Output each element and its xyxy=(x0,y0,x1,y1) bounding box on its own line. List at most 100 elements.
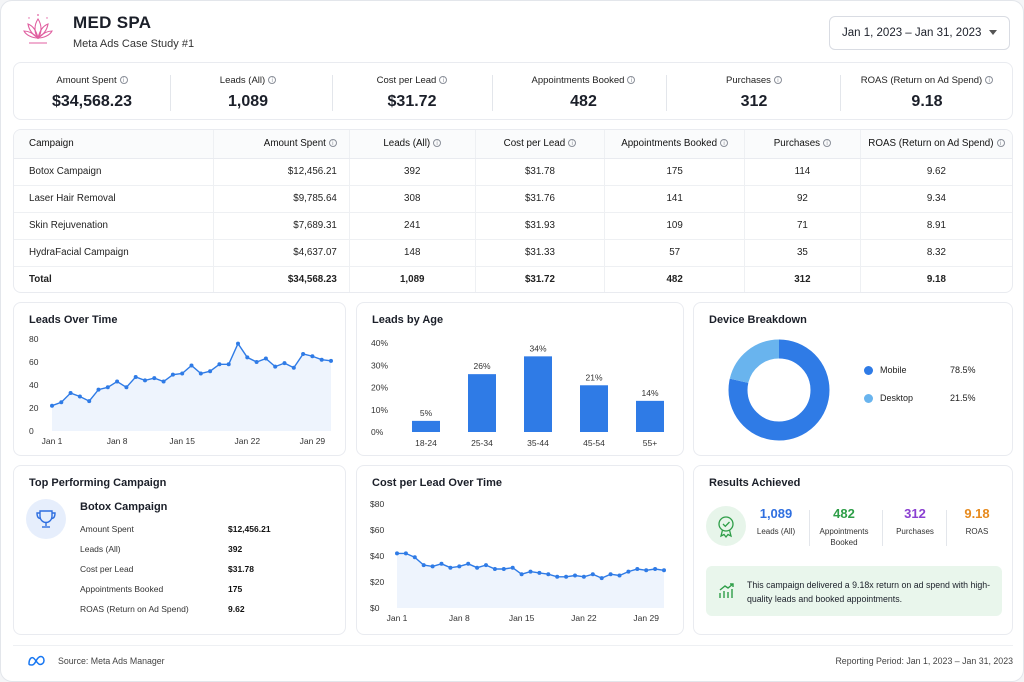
table-cell: HydraFacial Campaign xyxy=(14,239,215,267)
trending-up-icon xyxy=(719,583,734,598)
column-header[interactable]: Leads (All) i xyxy=(349,130,476,159)
results-note-text: This campaign delivered a 9.18x return o… xyxy=(747,580,991,604)
x-tick-label: 35-44 xyxy=(527,438,549,448)
kpi-purchases: Purchases i 312 xyxy=(666,63,842,121)
result-value: 482 xyxy=(833,506,855,521)
data-point xyxy=(254,360,259,364)
info-icon: i xyxy=(439,76,448,84)
data-point xyxy=(430,564,435,569)
column-header[interactable]: ROAS (Return on Ad Spend) i xyxy=(860,130,1012,159)
table-row[interactable]: Botox Campaign $12,456.21 392 $31.78 175… xyxy=(14,158,1012,186)
bar xyxy=(468,374,496,432)
data-point xyxy=(395,551,399,556)
data-point xyxy=(590,572,595,577)
table-cell: 9.34 xyxy=(860,185,1012,213)
table-cell: 175 xyxy=(604,158,746,186)
data-point xyxy=(519,572,524,577)
divider xyxy=(666,75,667,111)
data-label: 5% xyxy=(420,408,433,418)
table-cell: 8.32 xyxy=(860,239,1012,267)
cpl-over-time-card: Cost per Lead Over Time $0 $20 $40 $60 $80 Ja… xyxy=(356,465,684,635)
table-cell: $7,689.31 xyxy=(213,212,350,240)
campaign-table-card: Campaign Amount Spent i Leads (All) i Cost… xyxy=(13,129,1013,293)
data-label: 34% xyxy=(529,343,546,353)
result-roas: 9.18 ROAS xyxy=(942,506,1012,537)
data-point xyxy=(115,379,120,384)
bar xyxy=(524,356,552,432)
results-card: Results Achieved 1,089 Leads (All) 482 A… xyxy=(693,465,1013,635)
table-cell: 109 xyxy=(604,212,746,240)
table-cell: 148 xyxy=(349,239,476,267)
data-point xyxy=(236,341,240,346)
x-tick-label: Jan 29 xyxy=(633,613,659,623)
data-point xyxy=(124,385,129,390)
data-point xyxy=(644,568,649,573)
card-title: Device Breakdown xyxy=(709,314,807,326)
metric-label: Amount Spent xyxy=(80,524,134,534)
data-point xyxy=(537,570,542,575)
kpi-value: $34,568.23 xyxy=(51,93,133,110)
table-row[interactable]: HydraFacial Campaign $4,637.07 148 $31.3… xyxy=(14,239,1012,267)
table-cell: 71 xyxy=(744,212,861,240)
y-tick-label: $40 xyxy=(370,551,384,561)
lotus-logo-icon xyxy=(23,14,53,44)
kpi-appointments: Appointments Booked i 482 xyxy=(492,63,675,121)
data-point xyxy=(170,372,175,377)
divider xyxy=(492,75,493,111)
kpi-cost-per-lead: Cost per Lead i $31.72 xyxy=(332,63,492,121)
divider xyxy=(946,510,947,546)
info-icon: i xyxy=(433,139,442,148)
result-leads: 1,089 Leads (All) xyxy=(741,506,811,537)
data-point xyxy=(87,399,92,404)
y-tick-label: 20% xyxy=(371,383,388,393)
legend-value: 21.5% xyxy=(950,393,976,403)
card-title: Cost per Lead Over Time xyxy=(372,477,503,489)
data-point xyxy=(546,572,551,577)
column-header[interactable]: Amount Spent i xyxy=(213,130,350,159)
y-tick-label: 40% xyxy=(371,338,388,348)
data-point xyxy=(608,572,613,577)
column-header[interactable]: Purchases i xyxy=(744,130,861,159)
device-breakdown-card: Device Breakdown Mobile 78.5% Desktop 21… xyxy=(693,302,1013,456)
x-tick-label: 25-34 xyxy=(471,438,493,448)
data-point xyxy=(291,365,296,370)
column-header-label: Appointments Booked xyxy=(621,138,718,150)
legend-swatch xyxy=(864,366,873,375)
y-tick-label: $80 xyxy=(370,499,384,509)
divider xyxy=(170,75,171,111)
data-point xyxy=(77,394,82,399)
card-title: Top Performing Campaign xyxy=(29,477,167,489)
column-header[interactable]: Cost per Lead i xyxy=(475,130,606,159)
y-tick-label: 20 xyxy=(29,403,39,413)
kpi-label: Cost per Lead xyxy=(376,75,437,86)
card-title: Leads Over Time xyxy=(29,314,118,326)
table-cell: $31.33 xyxy=(475,239,606,267)
leads-by-age-chart: 0% 10% 20% 30% 40% 5% 18-24 26% 25-34 34% 35-44 21%… xyxy=(371,338,664,448)
table-cell: Total xyxy=(14,266,215,292)
data-point xyxy=(662,568,666,573)
table-row[interactable]: Laser Hair Removal $9,785.64 308 $31.76 … xyxy=(14,185,1012,213)
data-point xyxy=(421,563,426,568)
column-header[interactable]: Campaign xyxy=(14,130,215,159)
data-point xyxy=(263,356,268,361)
metric-label: Appointments Booked xyxy=(80,584,164,594)
info-icon: i xyxy=(996,139,1005,148)
table-row[interactable]: Skin Rejuvenation $7,689.31 241 $31.93 1… xyxy=(14,212,1012,240)
column-header[interactable]: Appointments Booked i xyxy=(604,130,746,159)
table-cell: 8.91 xyxy=(860,212,1012,240)
award-badge-icon xyxy=(706,506,746,546)
data-point xyxy=(245,355,250,360)
legend-value: 78.5% xyxy=(950,365,976,375)
table-cell: Laser Hair Removal xyxy=(14,185,215,213)
data-point xyxy=(143,378,147,383)
date-range-select[interactable]: Jan 1, 2023 – Jan 31, 2023 xyxy=(829,16,1010,50)
result-value: 312 xyxy=(904,506,926,521)
result-label: Appointments Booked xyxy=(819,527,869,547)
table-cell: $12,456.21 xyxy=(213,158,350,186)
bar xyxy=(580,385,608,432)
data-point xyxy=(466,561,471,566)
divider xyxy=(332,75,333,111)
table-cell: 241 xyxy=(349,212,476,240)
data-point xyxy=(573,573,577,578)
data-point xyxy=(319,357,324,362)
